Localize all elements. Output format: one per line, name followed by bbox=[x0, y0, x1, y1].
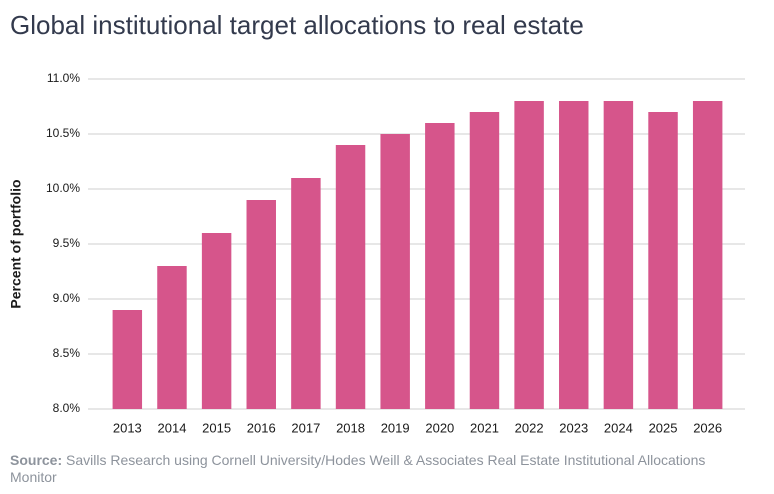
bar bbox=[291, 178, 321, 409]
bar bbox=[692, 101, 723, 409]
bar bbox=[469, 112, 500, 409]
x-tick-label: 2020 bbox=[425, 420, 454, 435]
bar bbox=[648, 112, 678, 409]
bar bbox=[603, 101, 634, 409]
bar bbox=[559, 101, 589, 409]
bar bbox=[112, 310, 143, 409]
x-tick-label: 2014 bbox=[158, 420, 187, 435]
x-tick-label: 2024 bbox=[604, 420, 633, 435]
bar bbox=[514, 101, 544, 409]
bar bbox=[335, 145, 366, 409]
x-tick-label: 2016 bbox=[247, 420, 276, 435]
bar bbox=[201, 233, 232, 409]
chart-title: Global institutional target allocations … bbox=[10, 10, 584, 40]
y-tick-label: 9.5% bbox=[53, 236, 81, 250]
source-note: Source: Savills Research using Cornell U… bbox=[10, 452, 750, 486]
bar bbox=[157, 266, 187, 409]
y-tick-label: 8.0% bbox=[53, 401, 81, 415]
bar bbox=[425, 123, 455, 409]
y-tick-label: 10.5% bbox=[46, 126, 80, 140]
bar bbox=[246, 200, 276, 409]
x-tick-label: 2013 bbox=[113, 420, 142, 435]
x-tick-label: 2015 bbox=[202, 420, 231, 435]
x-tick-label: 2021 bbox=[470, 420, 499, 435]
source-text: Savills Research using Cornell Universit… bbox=[10, 452, 706, 485]
x-tick-label: 2017 bbox=[291, 420, 320, 435]
x-tick-label: 2018 bbox=[336, 420, 365, 435]
y-axis-label: Percent of portfolio bbox=[8, 179, 24, 308]
y-tick-label: 9.0% bbox=[53, 291, 81, 305]
chart: Global institutional target allocations … bbox=[8, 10, 745, 435]
x-tick-label: 2022 bbox=[515, 420, 544, 435]
y-tick-label: 8.5% bbox=[53, 346, 81, 360]
x-tick-label: 2023 bbox=[559, 420, 588, 435]
x-tick-label: 2025 bbox=[649, 420, 678, 435]
bar bbox=[380, 134, 410, 409]
x-tick-label: 2026 bbox=[693, 420, 722, 435]
y-tick-label: 10.0% bbox=[46, 181, 80, 195]
source-label: Source: bbox=[10, 452, 63, 468]
y-tick-label: 11.0% bbox=[47, 71, 80, 85]
x-tick-label: 2019 bbox=[381, 420, 410, 435]
